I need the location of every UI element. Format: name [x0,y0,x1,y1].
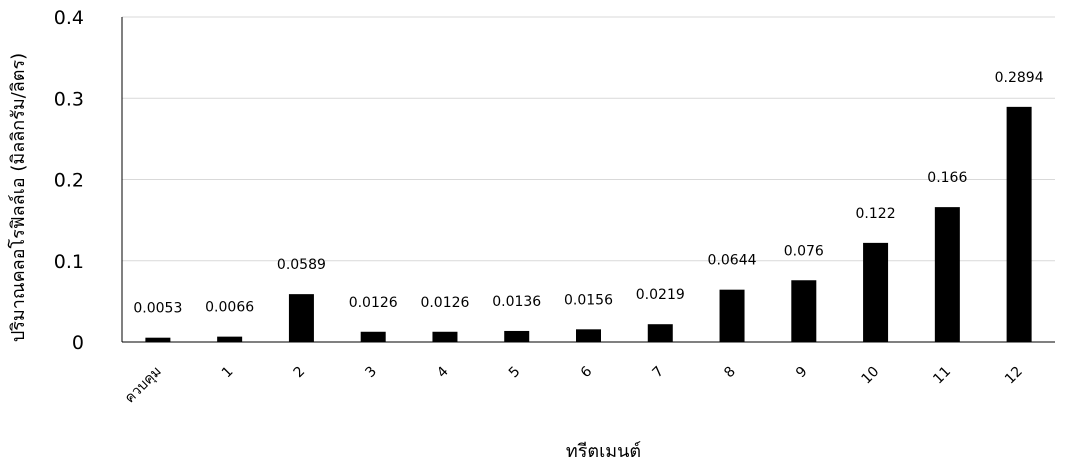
bar [647,324,673,342]
data-label: 0.0053 [133,301,182,317]
x-category-label: 5 [506,364,524,382]
x-category-label: 12 [1002,364,1026,388]
y-tick-label: 0.4 [54,7,84,29]
data-label: 0.0644 [708,253,757,269]
data-label: 0.0156 [564,292,613,308]
x-category-label: ควบคุม [122,364,165,407]
y-tick-label: 0.2 [54,170,84,192]
data-label: 0.2894 [995,70,1044,86]
bar [791,280,817,342]
bar [360,331,386,342]
x-category-label: 2 [291,364,309,382]
bar [504,330,530,342]
bar [934,207,960,342]
bar [863,242,889,342]
y-tick-label: 0.3 [54,88,84,110]
x-category-label: 4 [434,363,452,381]
data-label: 0.0589 [277,257,326,273]
data-label: 0.0126 [349,295,398,311]
data-label: 0.076 [784,243,824,259]
gridlines [122,16,1055,262]
y-tick-label: 0.1 [54,251,84,273]
data-label: 0.0126 [420,295,469,311]
x-category-label: 8 [721,364,739,382]
data-label: 0.0136 [492,294,541,310]
data-label: 0.166 [927,170,967,186]
x-category-label: 3 [362,364,380,382]
data-label: 0.0066 [205,300,254,316]
y-tick-label: 0 [72,332,84,354]
bar [719,289,745,342]
x-axis-title: ทรีตเมนต์ [566,441,641,462]
x-axis-category-labels: ควบคุม 1 2 3 4 5 6 7 8 9 10 11 12 [122,363,1026,406]
y-axis-title: ปริมาณคลอโรฟิลล์เอ (มิลลิกรัม/ลิตร) [7,53,29,342]
y-axis-tick-labels: 0 0.1 0.2 0.3 0.4 [54,7,84,354]
x-category-label: 11 [930,364,954,388]
data-label: 0.122 [856,206,896,222]
bar [288,294,314,342]
bar [217,336,243,342]
x-category-label: 10 [858,364,882,388]
data-label: 0.0219 [636,287,685,303]
x-category-label: 1 [219,364,237,382]
bar [432,331,458,342]
bar [145,337,171,342]
bar [1006,106,1032,342]
bar [576,329,601,342]
x-category-label: 6 [578,363,596,381]
x-category-label: 7 [649,364,667,382]
x-category-label: 9 [793,364,811,382]
bars [145,106,1032,342]
data-labels: 0.0053 0.0066 0.0589 0.0126 0.0126 0.0136 0.01… [133,70,1043,317]
